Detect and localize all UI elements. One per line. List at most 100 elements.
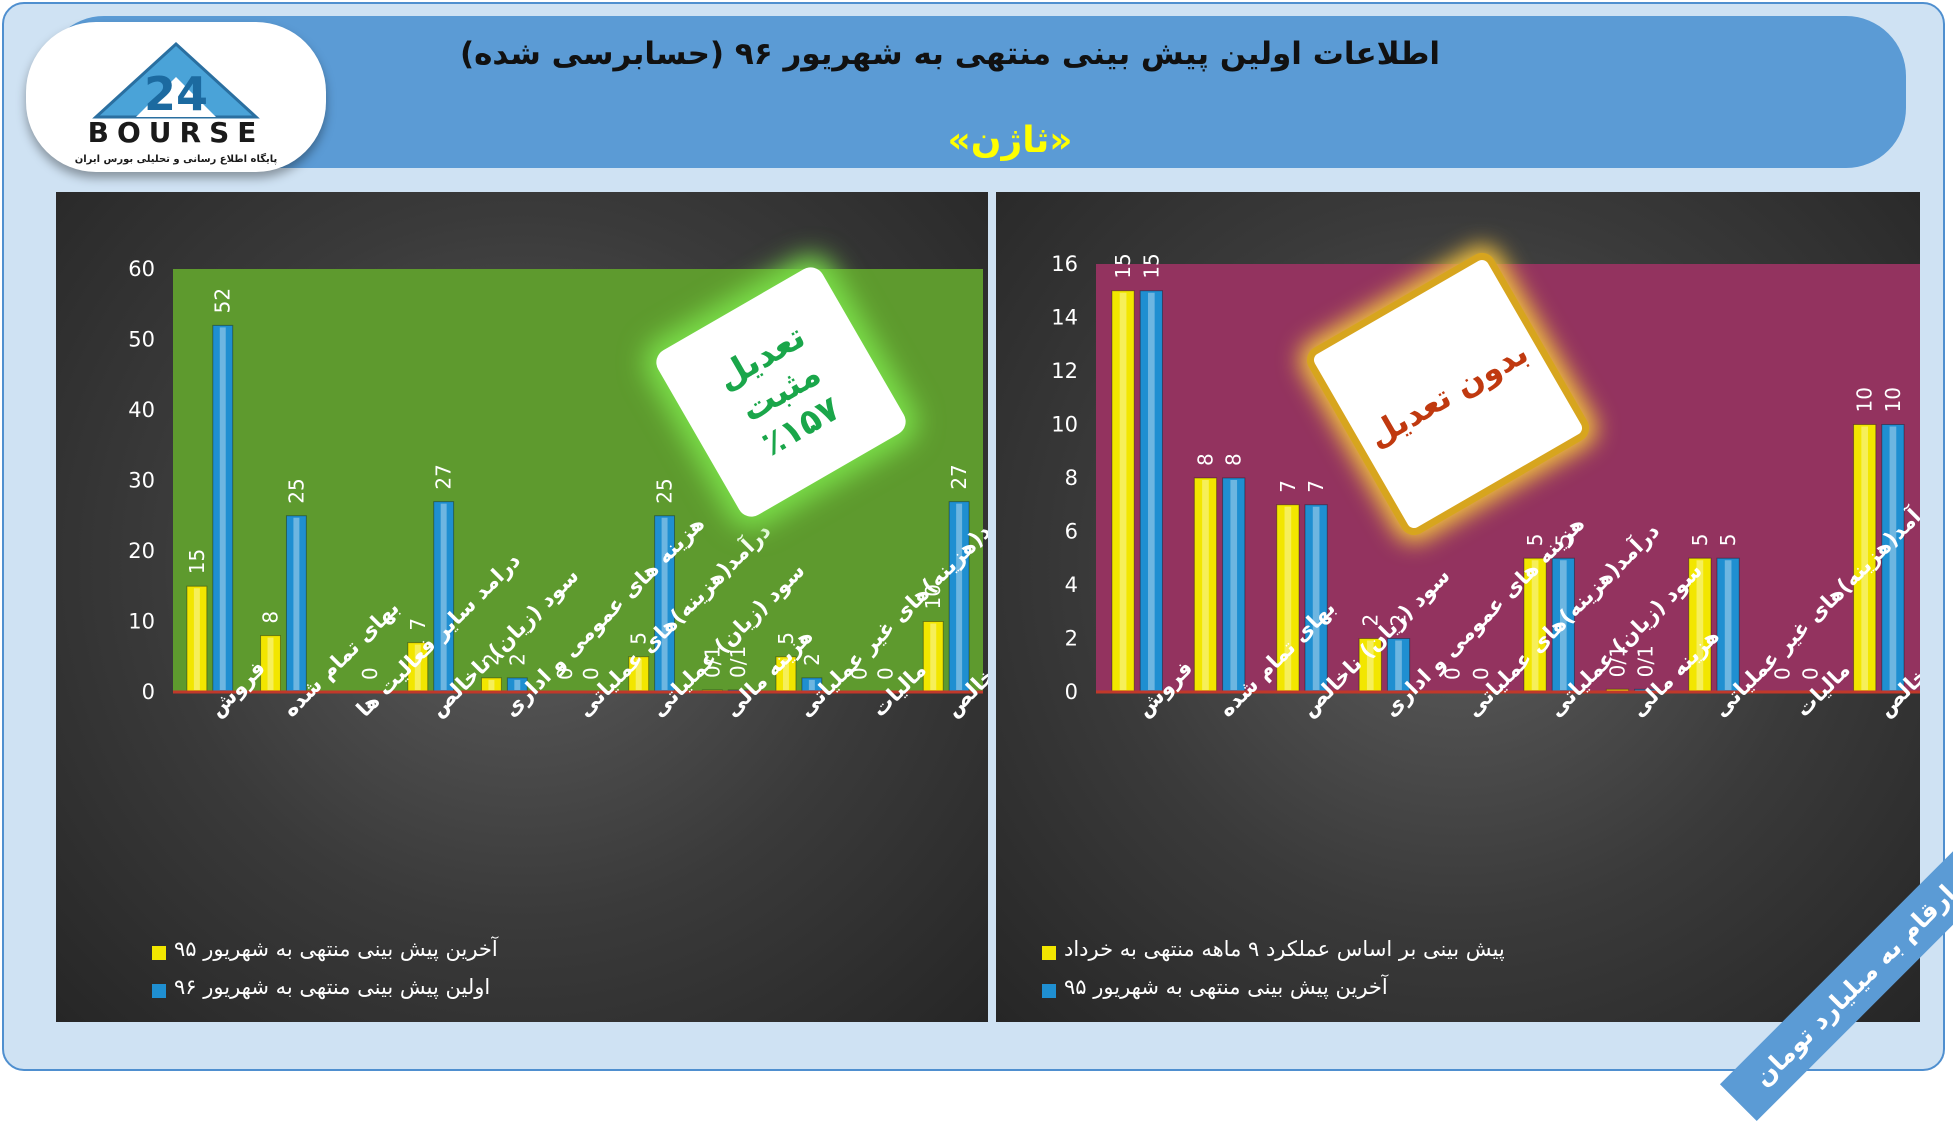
data-label-s2: 10 bbox=[1881, 387, 1905, 412]
bar-s1-highlight bbox=[193, 588, 200, 690]
data-label-s2: 7 bbox=[1304, 480, 1328, 493]
right-badge-line1: بدون تعدیل bbox=[1361, 333, 1535, 455]
right-chart: 0 2 4 6 8 10 12 14 16 15 8 7 2 0 5 0/1 5 0 10 15 8 7 2 0 5 0/1 5 0 1… bbox=[1051, 252, 1920, 722]
y-tick-label: 6 bbox=[1065, 520, 1078, 544]
page-title: اطلاعات اولین پیش بینی منتهی به شهریور ۹… bbox=[459, 36, 1441, 72]
y-tick-label: 10 bbox=[128, 610, 155, 634]
data-label-s2: 52 bbox=[211, 288, 235, 313]
data-label-s1: 0 bbox=[1770, 667, 1794, 680]
bar-s2-highlight bbox=[293, 517, 300, 690]
bar-s2-highlight bbox=[1724, 560, 1732, 690]
data-label-s2: 0/1 bbox=[1634, 645, 1658, 677]
bar-s2-highlight bbox=[1312, 506, 1320, 690]
data-label-s2: 0 bbox=[358, 667, 382, 680]
y-tick-label: 4 bbox=[1065, 573, 1078, 597]
left-legend-swatch-2 bbox=[152, 984, 166, 998]
data-label-s1: 0/1 bbox=[700, 646, 724, 678]
y-tick-label: 40 bbox=[128, 398, 155, 422]
data-label-s2: 0 bbox=[1469, 667, 1493, 680]
left-legend: آخرین پیش بینی منتهی به شهریور ۹۵ اولین … bbox=[56, 937, 988, 1022]
data-label-s1: 5 bbox=[1523, 534, 1547, 547]
data-label-s1: 2 bbox=[1358, 614, 1382, 627]
data-label-s1: 5 bbox=[627, 632, 651, 645]
bar-s1-highlight bbox=[1284, 506, 1292, 690]
right-legend-swatch-1 bbox=[1042, 946, 1056, 960]
data-label-s2: 0 bbox=[873, 667, 897, 680]
right-legend-swatch-2 bbox=[1042, 984, 1056, 998]
data-label-s1: 5 bbox=[1688, 534, 1712, 547]
data-label-s2: 5 bbox=[1716, 534, 1740, 547]
data-label-s1: 7 bbox=[406, 618, 430, 631]
y-tick-label: 50 bbox=[128, 328, 155, 352]
data-label-s2: 0 bbox=[1799, 667, 1823, 680]
bar-s1-highlight bbox=[1119, 292, 1127, 690]
left-legend-swatch-1 bbox=[152, 946, 166, 960]
bar-s2-highlight bbox=[219, 327, 226, 690]
bar-s1-highlight bbox=[1366, 640, 1374, 690]
data-label-s1: 10 bbox=[921, 584, 945, 609]
data-label-s2: 2 bbox=[800, 653, 824, 666]
bar-s2-highlight bbox=[661, 517, 668, 690]
bar-s1-highlight bbox=[930, 623, 937, 690]
y-tick-label: 60 bbox=[128, 257, 155, 281]
bar-s1-highlight bbox=[488, 679, 495, 690]
bar-s1-highlight bbox=[267, 637, 274, 690]
data-label-s1: 0 bbox=[848, 667, 872, 680]
bar-s2-highlight bbox=[1559, 560, 1567, 690]
bar-s2-highlight bbox=[1889, 426, 1897, 690]
data-label-s2: 5 bbox=[1551, 534, 1575, 547]
bar-s2-highlight bbox=[1395, 640, 1402, 690]
left-chart: 010203040506015872050/15010522502720250/… bbox=[128, 257, 988, 722]
data-label-s2: 25 bbox=[284, 478, 308, 503]
data-label-s2: 2 bbox=[1387, 614, 1411, 627]
data-label-s2: 2 bbox=[505, 653, 529, 666]
data-label-s1: 8 bbox=[259, 611, 283, 624]
bourse24-logo: 24 BOURSE پایگاه اطلاع رسانی و تحلیلی بو… bbox=[26, 22, 326, 172]
data-label-s2: 25 bbox=[653, 478, 677, 503]
bar-s1-highlight bbox=[1202, 480, 1209, 690]
bar-s2-highlight bbox=[956, 503, 963, 690]
logo-mark-icon: 24 BOURSE پایگاه اطلاع رسانی و تحلیلی بو… bbox=[75, 41, 278, 165]
data-label-s1: 5 bbox=[774, 632, 798, 645]
bar-s1-highlight bbox=[782, 658, 789, 690]
logo-brand: BOURSE bbox=[88, 116, 265, 149]
y-tick-label: 30 bbox=[128, 469, 155, 493]
y-tick-label: 20 bbox=[128, 539, 155, 563]
y-tick-label: 14 bbox=[1051, 306, 1078, 330]
company-subtitle: «ثاژن» bbox=[947, 120, 1073, 161]
bar-s2-highlight bbox=[514, 679, 521, 690]
data-label-s1: 0 bbox=[553, 667, 577, 680]
y-tick-label: 10 bbox=[1051, 413, 1078, 437]
data-label-s1: 8 bbox=[1193, 453, 1217, 466]
data-label-s2: 27 bbox=[947, 464, 971, 489]
logo-number: 24 bbox=[144, 67, 208, 121]
bar-s1-highlight bbox=[1696, 560, 1704, 690]
left-chart-panel: 0 10 20 30 40 50 60 15 8 7 2 0 5 0/1 5 0 10 52 25 0 27 2 0 25 0/… bbox=[56, 192, 988, 1022]
data-label-s1: 15 bbox=[185, 549, 209, 574]
logo-tagline: پایگاه اطلاع رسانی و تحلیلی بورس ایران bbox=[75, 152, 278, 165]
y-tick-label: 0 bbox=[142, 680, 155, 704]
left-legend-item-1: آخرین پیش بینی منتهی به شهریور ۹۵ bbox=[174, 937, 498, 961]
data-label-s1: 10 bbox=[1853, 387, 1877, 412]
right-legend-item-1: پیش بینی بر اساس عملکرد ۹ ماهه منتهی به … bbox=[1064, 937, 1505, 961]
data-label-s1: 15 bbox=[1111, 253, 1135, 278]
data-label-s2: 0 bbox=[579, 667, 603, 680]
right-legend: پیش بینی بر اساس عملکرد ۹ ماهه منتهی به … bbox=[996, 937, 1920, 1022]
y-tick-label: 8 bbox=[1065, 466, 1078, 490]
bar-s1-highlight bbox=[1531, 560, 1539, 690]
bar-s1-highlight bbox=[635, 658, 642, 690]
data-label-s1: 7 bbox=[1276, 480, 1300, 493]
bar-s2-highlight bbox=[1230, 480, 1238, 690]
left-legend-item-2: اولین پیش بینی منتهی به شهریور ۹۶ bbox=[174, 975, 491, 999]
bar-s2-highlight bbox=[1147, 292, 1155, 690]
bar-s2-highlight bbox=[808, 679, 815, 690]
y-tick-label: 16 bbox=[1051, 252, 1078, 276]
data-label-s1: 0 bbox=[1441, 667, 1465, 680]
y-tick-label: 0 bbox=[1065, 680, 1078, 704]
data-label-s2: 0/1 bbox=[726, 646, 750, 678]
data-label-s1: 0/1 bbox=[1605, 645, 1629, 677]
bar-s1-highlight bbox=[1861, 426, 1869, 690]
bar-s1-highlight bbox=[414, 644, 421, 690]
right-legend-item-2: آخرین پیش بینی منتهی به شهریور ۹۵ bbox=[1064, 975, 1388, 999]
right-chart-panel: 0 2 4 6 8 10 12 14 16 15 8 7 2 0 5 0/1 5 0 10 15 8 7 2 0 5 0/1 5 0 1… bbox=[996, 192, 1920, 1022]
